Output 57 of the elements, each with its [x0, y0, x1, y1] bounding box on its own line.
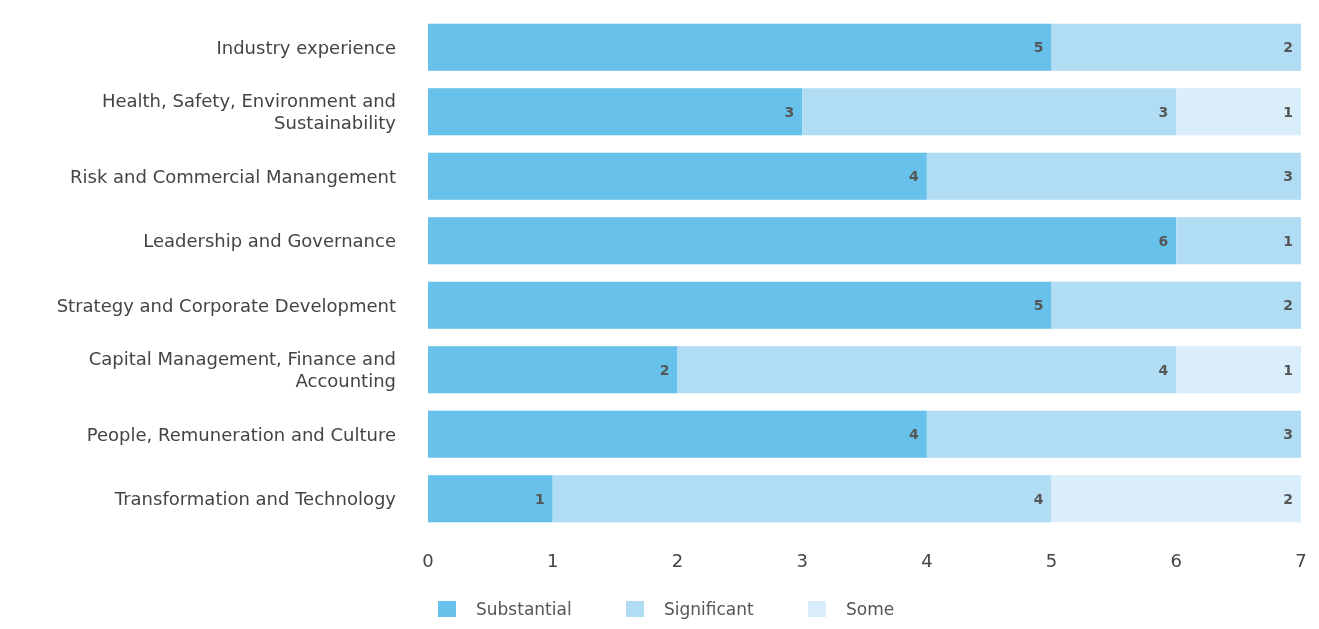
bar: [1176, 217, 1301, 265]
data-label: 3: [1283, 168, 1293, 185]
y-tick-label: Transformation and Technology: [113, 488, 397, 510]
data-label: 4: [1158, 361, 1169, 378]
bar: [428, 475, 553, 523]
bar: [802, 88, 1177, 136]
bar: [1051, 23, 1301, 71]
data-label: 1: [1283, 361, 1293, 378]
legend-label: Substantial: [476, 598, 572, 619]
data-label: 4: [909, 426, 920, 443]
data-label: 1: [534, 490, 545, 507]
bar: [428, 281, 1052, 329]
y-tick-label: Health, Safety, Environment and Sustainability: [101, 90, 397, 134]
data-label: 5: [1033, 297, 1044, 314]
bar: [1051, 475, 1301, 523]
bar: [428, 88, 803, 136]
bar: [428, 217, 1177, 265]
bar: [1176, 88, 1301, 136]
data-label: 2: [1283, 297, 1293, 314]
legend-label: Significant: [664, 598, 755, 619]
data-label: 6: [1158, 232, 1169, 249]
x-tick-label: 3: [796, 550, 808, 572]
data-label: 5: [1033, 39, 1044, 56]
bar: [428, 346, 678, 394]
y-tick-label: Industry experience: [216, 36, 396, 58]
bar: [926, 410, 1301, 458]
y-tick-label: Risk and Commercial Manangement: [70, 165, 396, 187]
x-tick-label: 0: [422, 550, 434, 572]
data-label: 3: [1283, 426, 1293, 443]
data-label: 4: [909, 168, 920, 185]
data-label: 2: [1283, 490, 1293, 507]
x-tick-label: 6: [1170, 550, 1183, 572]
data-label: 2: [1283, 39, 1293, 56]
y-tick-label: Strategy and Corporate Development: [56, 294, 396, 316]
x-tick-label: 1: [546, 550, 559, 572]
data-label: 4: [1033, 490, 1044, 507]
bar: [428, 152, 927, 200]
data-label: 1: [1283, 103, 1293, 120]
y-tick-label: Capital Management, Finance and Accounting: [88, 348, 396, 392]
x-tick-label: 2: [671, 550, 684, 572]
x-tick-label: 4: [921, 550, 933, 572]
bar: [428, 23, 1052, 71]
bar: [428, 410, 927, 458]
legend-label: Some: [846, 598, 895, 619]
x-tick-label: 5: [1045, 550, 1058, 572]
bar: [677, 346, 1177, 394]
bar: [1176, 346, 1301, 394]
data-label: 1: [1283, 232, 1293, 249]
x-tick-label: 7: [1295, 550, 1307, 572]
bar: [552, 475, 1052, 523]
y-tick-label: People, Remuneration and Culture: [86, 423, 396, 445]
bar: [926, 152, 1301, 200]
y-tick-label: Leadership and Governance: [143, 230, 396, 252]
data-label: 3: [1158, 103, 1169, 120]
bar: [1051, 281, 1301, 329]
data-label: 2: [659, 361, 670, 378]
data-label: 3: [784, 103, 795, 120]
